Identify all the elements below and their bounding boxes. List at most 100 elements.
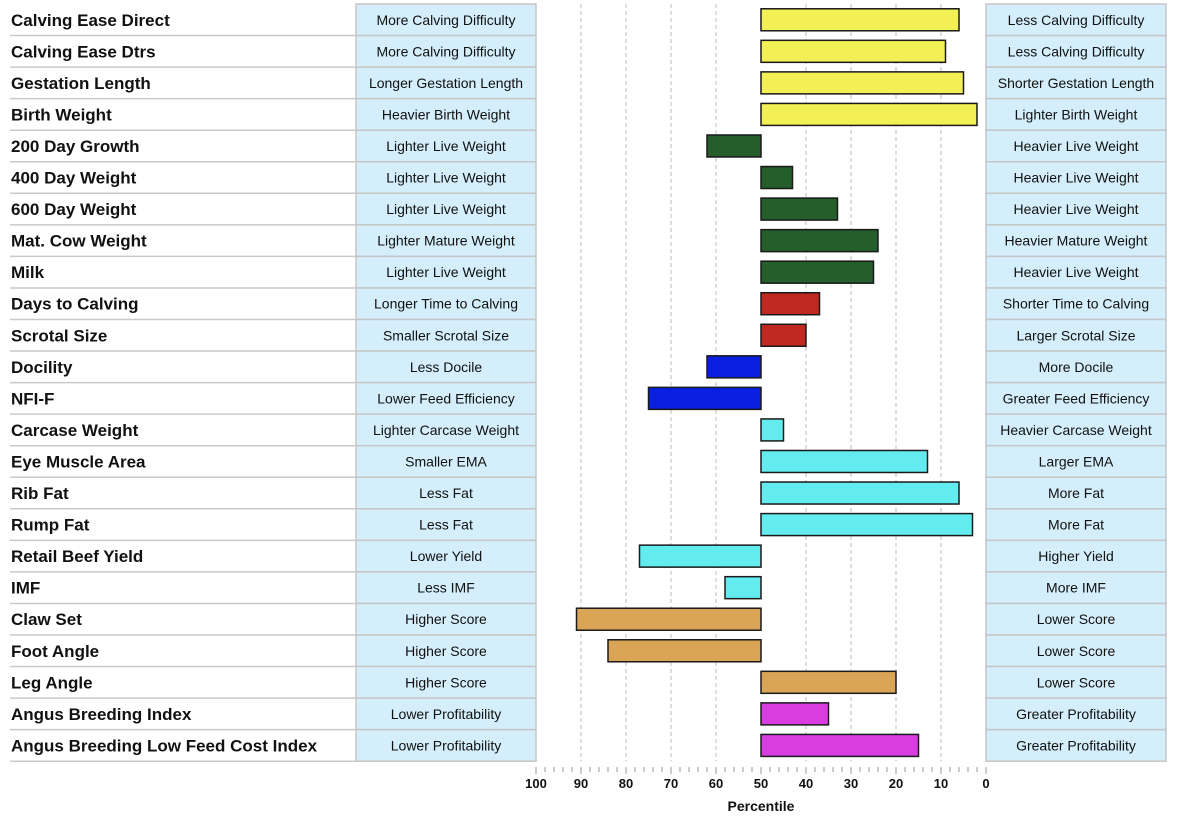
trait-label: Calving Ease Dtrs: [11, 42, 156, 61]
gridlines: [580, 4, 942, 762]
trait-label: Angus Breeding Index: [11, 705, 192, 724]
low-descriptor-box: [355, 66, 537, 100]
tick-label-0: 0: [982, 776, 989, 791]
high-descriptor: Larger EMA: [1039, 453, 1114, 469]
tick-label-80: 80: [619, 776, 633, 791]
low-descriptor: Less Fat: [419, 517, 473, 533]
low-descriptor: Lighter Carcase Weight: [373, 422, 519, 438]
high-descriptor-box: [985, 444, 1167, 479]
bar: [760, 39, 947, 64]
x-axis: 100 90 80 70 60 50 40 30 20 10 0: [525, 767, 990, 791]
trait-label: Scrotal Size: [11, 326, 107, 345]
high-descriptor: Heavier Live Weight: [1013, 264, 1138, 280]
low-descriptor-box: [355, 634, 537, 668]
trait-label: Birth Weight: [11, 105, 112, 124]
trait-label: Rib Fat: [11, 484, 69, 503]
high-descriptor: More Docile: [1039, 359, 1114, 375]
trait-label: Retail Beef Yield: [11, 547, 143, 566]
bar: [760, 165, 794, 190]
bar: [575, 607, 762, 631]
row-14: Eye Muscle Area Smaller EMA Larger EMA: [10, 444, 1167, 479]
row-13: Carcase Weight Lighter Carcase Weight Heav…: [10, 413, 1167, 447]
high-descriptor-box: [985, 192, 1167, 226]
low-descriptor: Lower Profitability: [391, 737, 502, 753]
high-descriptor: Less Calving Difficulty: [1008, 43, 1145, 59]
high-descriptor-box: [985, 34, 1167, 68]
low-descriptor-box: [355, 508, 537, 542]
tick-label-60: 60: [709, 776, 723, 791]
low-descriptor: More Calving Difficulty: [376, 43, 515, 59]
low-descriptor: Higher Score: [405, 674, 487, 690]
low-descriptor: Lighter Live Weight: [386, 264, 506, 280]
bar: [760, 449, 929, 474]
trait-label: Rump Fat: [11, 516, 90, 535]
tick-label-20: 20: [889, 776, 903, 791]
bar: [760, 418, 785, 442]
trait-label: NFI-F: [11, 389, 54, 408]
tick-label-50: 50: [754, 776, 768, 791]
low-descriptor: Longer Gestation Length: [369, 75, 523, 91]
high-descriptor: Less Calving Difficulty: [1008, 12, 1145, 28]
high-descriptor-box: [985, 476, 1167, 510]
trait-label: Claw Set: [11, 610, 82, 629]
high-descriptor-box: [985, 602, 1167, 636]
trait-label: Leg Angle: [11, 673, 93, 692]
tick-label-30: 30: [844, 776, 858, 791]
tick-label-70: 70: [664, 776, 678, 791]
high-descriptor: Greater Profitability: [1016, 706, 1136, 722]
row-12: NFI-F Lower Feed Efficiency Greater Feed E…: [10, 381, 1167, 415]
trait-label: Docility: [11, 358, 73, 377]
low-descriptor-box: [355, 129, 537, 163]
low-descriptor: Heavier Birth Weight: [382, 106, 510, 122]
row-4: 200 Day Growth Lighter Live Weight Heavier…: [10, 129, 1167, 163]
low-descriptor: Smaller EMA: [405, 453, 487, 469]
trait-label: Days to Calving: [11, 295, 139, 314]
row-18: IMF Less IMF More IMF: [10, 571, 1167, 605]
row-8: Milk Lighter Live Weight Heavier Live Weig…: [10, 255, 1167, 289]
trait-label: IMF: [11, 579, 40, 598]
x-axis-title: Percentile: [728, 798, 795, 814]
bar: [607, 639, 762, 663]
high-descriptor-box: [985, 697, 1167, 731]
row-17: Retail Beef Yield Lower Yield Higher Yield: [10, 539, 1167, 573]
low-descriptor: Longer Time to Calving: [374, 296, 518, 312]
high-descriptor: Lower Score: [1037, 611, 1116, 627]
tick-label-40: 40: [799, 776, 813, 791]
bar: [760, 291, 821, 316]
high-descriptor: Lower Score: [1037, 643, 1116, 659]
bar: [760, 733, 920, 758]
high-descriptor-box: [985, 539, 1167, 573]
bar: [638, 544, 762, 568]
trait-label: Carcase Weight: [11, 421, 139, 440]
bar: [760, 323, 807, 348]
high-descriptor-box: [985, 634, 1167, 668]
low-descriptor: Higher Score: [405, 611, 487, 627]
high-descriptor: More Fat: [1048, 517, 1104, 533]
row-0: Calving Ease Direct More Calving Difficul…: [10, 3, 1167, 37]
trait-label: 400 Day Weight: [11, 169, 137, 188]
bar: [760, 481, 960, 505]
high-descriptor-box: [985, 318, 1167, 352]
high-descriptor-box: [985, 728, 1167, 762]
high-descriptor: Heavier Live Weight: [1013, 138, 1138, 154]
bar: [760, 71, 965, 95]
bar: [760, 102, 978, 127]
high-descriptor: Greater Profitability: [1016, 737, 1136, 753]
tick-label-10: 10: [934, 776, 948, 791]
tick-label-100: 100: [525, 776, 547, 791]
high-descriptor-box: [985, 224, 1167, 258]
high-descriptor-box: [985, 413, 1167, 447]
row-15: Rib Fat Less Fat More Fat: [10, 476, 1167, 510]
low-descriptor-box: [355, 287, 537, 321]
high-descriptor: Larger Scrotal Size: [1016, 327, 1135, 343]
low-descriptor-box: [355, 728, 537, 762]
high-descriptor: Heavier Live Weight: [1013, 201, 1138, 217]
low-descriptor-box: [355, 318, 537, 352]
row-2: Gestation Length Longer Gestation Length S…: [10, 66, 1167, 100]
row-11: Docility Less Docile More Docile: [10, 350, 1167, 384]
low-descriptor: More Calving Difficulty: [376, 12, 515, 28]
trait-label: 600 Day Weight: [11, 200, 137, 219]
bar: [760, 702, 830, 726]
high-descriptor: Shorter Time to Calving: [1003, 296, 1149, 312]
